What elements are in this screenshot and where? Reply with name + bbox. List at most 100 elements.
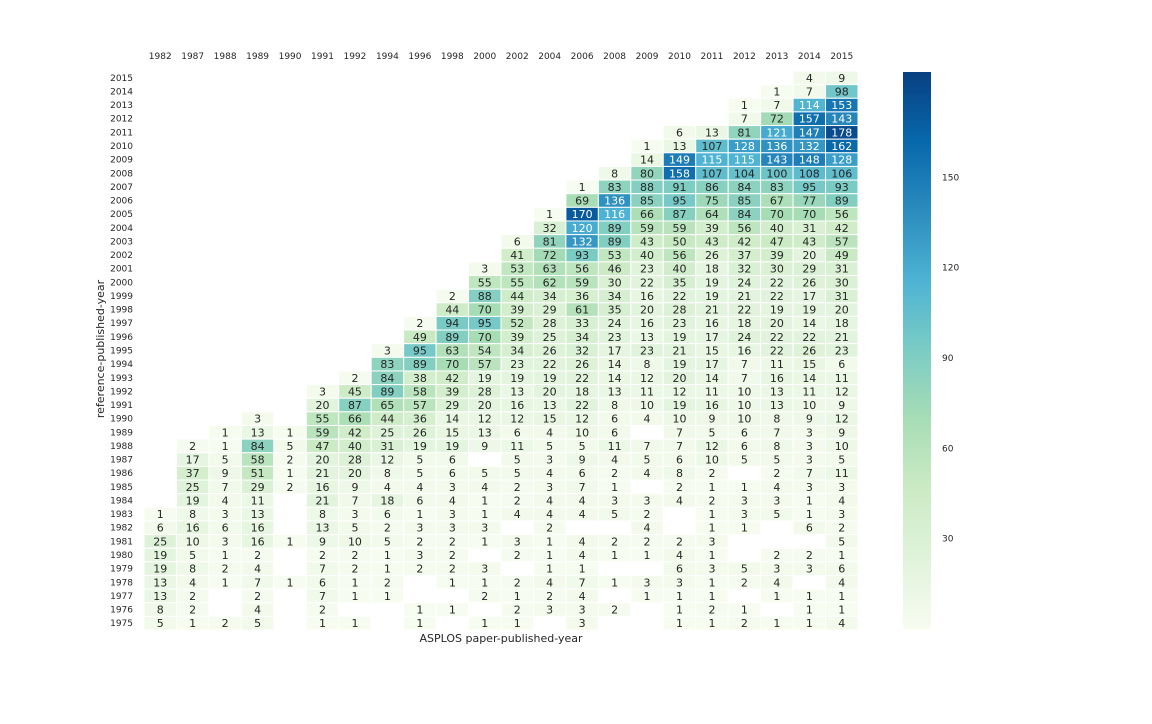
cell-value-label: 16: [737, 345, 751, 358]
y-tick-label: 2011: [110, 128, 133, 138]
cell-value-label: 39: [445, 385, 459, 398]
colorbar-tick-label: 30: [942, 535, 954, 545]
cell-value-label: 70: [478, 304, 492, 317]
cell-value-label: 54: [478, 345, 492, 358]
cell-value-label: 24: [608, 317, 622, 330]
cell-value-label: 3: [806, 481, 813, 494]
cell-value-label: 3: [838, 481, 845, 494]
cell-value-label: 4: [449, 494, 456, 507]
cell-value-label: 30: [770, 263, 784, 276]
cell-value-label: 5: [773, 454, 780, 467]
cell-value-label: 1: [806, 508, 813, 521]
y-tick-label: 1986: [110, 469, 133, 479]
cell-value-label: 4: [773, 481, 780, 494]
cell-value-label: 81: [737, 126, 751, 139]
cell-value-label: 12: [478, 413, 492, 426]
y-tick-label: 1991: [110, 401, 133, 411]
cell-value-label: 18: [705, 263, 719, 276]
cell-value-label: 1: [579, 563, 586, 576]
y-tick-label: 1999: [110, 292, 133, 302]
cell-value-label: 10: [640, 399, 654, 412]
y-tick-label: 1989: [110, 428, 133, 438]
x-tick-label: 1989: [246, 52, 269, 62]
cell-value-label: 4: [481, 481, 488, 494]
cell-value-label: 36: [575, 290, 589, 303]
y-tick-label: 2002: [110, 251, 133, 261]
cell-value-label: 1: [222, 549, 229, 562]
cell-value-label: 4: [514, 508, 521, 521]
x-tick-label: 1990: [279, 52, 302, 62]
cell-value-label: 1: [708, 617, 715, 630]
cell-value-label: 5: [546, 440, 553, 453]
cell-value-label: 42: [835, 222, 849, 235]
cell-value-label: 20: [348, 467, 362, 480]
cell-value-label: 32: [575, 345, 589, 358]
cell-value-label: 26: [705, 249, 719, 262]
cell-value-label: 19: [543, 372, 557, 385]
cell-value-label: 1: [838, 590, 845, 603]
cell-value-label: 121: [766, 126, 787, 139]
cell-value-label: 34: [608, 290, 622, 303]
cell-value-label: 67: [770, 195, 784, 208]
y-tick-label: 1975: [110, 619, 133, 629]
cell-value-label: 153: [831, 99, 852, 112]
cell-value-label: 107: [701, 140, 722, 153]
cell-value-label: 5: [579, 440, 586, 453]
cell-value-label: 95: [413, 345, 427, 358]
heatmap-cell: [435, 602, 470, 617]
cell-value-label: 9: [351, 481, 358, 494]
cell-value-label: 5: [287, 440, 294, 453]
cell-value-label: 6: [676, 454, 683, 467]
cell-value-label: 7: [644, 440, 651, 453]
cell-value-label: 20: [543, 385, 557, 398]
cell-value-label: 104: [734, 167, 755, 180]
cell-value-label: 13: [153, 576, 167, 589]
cell-value-label: 39: [770, 249, 784, 262]
cell-value-label: 6: [838, 358, 845, 371]
cell-value-label: 1: [351, 576, 358, 589]
cell-value-label: 10: [835, 440, 849, 453]
cell-value-label: 2: [611, 535, 618, 548]
cell-value-label: 8: [611, 399, 618, 412]
cell-value-label: 16: [705, 317, 719, 330]
y-tick-label: 2014: [110, 87, 133, 97]
cell-value-label: 8: [189, 563, 196, 576]
cell-value-label: 3: [449, 508, 456, 521]
cell-value-label: 1: [644, 549, 651, 562]
cell-value-label: 30: [835, 276, 849, 289]
cell-value-label: 52: [510, 317, 524, 330]
cell-value-label: 17: [802, 290, 816, 303]
cell-value-label: 4: [579, 494, 586, 507]
cell-value-label: 7: [676, 426, 683, 439]
cell-value-label: 1: [287, 467, 294, 480]
cell-value-label: 34: [543, 290, 557, 303]
cell-value-label: 50: [673, 235, 687, 248]
y-tick-label: 1985: [110, 483, 133, 493]
cell-value-label: 5: [741, 454, 748, 467]
cell-value-label: 3: [773, 563, 780, 576]
cell-value-label: 7: [676, 440, 683, 453]
cell-value-label: 19: [673, 331, 687, 344]
cell-value-label: 1: [287, 426, 294, 439]
y-tick-label: 1980: [110, 551, 133, 561]
cell-value-label: 7: [319, 590, 326, 603]
y-tick-label: 2008: [110, 169, 133, 179]
cell-value-label: 19: [478, 372, 492, 385]
cell-value-label: 3: [319, 385, 326, 398]
cell-value-label: 2: [741, 576, 748, 589]
cell-value-label: 2: [222, 617, 229, 630]
cell-value-label: 21: [705, 304, 719, 317]
cell-value-label: 66: [348, 413, 362, 426]
cell-value-label: 20: [673, 372, 687, 385]
cell-value-label: 38: [413, 372, 427, 385]
cell-value-label: 3: [481, 522, 488, 535]
cell-value-label: 89: [380, 385, 394, 398]
cell-value-label: 1: [838, 549, 845, 562]
cell-value-label: 49: [413, 331, 427, 344]
cell-value-label: 34: [510, 345, 524, 358]
cell-value-label: 70: [802, 208, 816, 221]
x-tick-label: 2015: [830, 52, 853, 62]
cell-value-label: 115: [734, 154, 755, 167]
cell-value-label: 1: [676, 590, 683, 603]
cell-value-label: 1: [222, 440, 229, 453]
